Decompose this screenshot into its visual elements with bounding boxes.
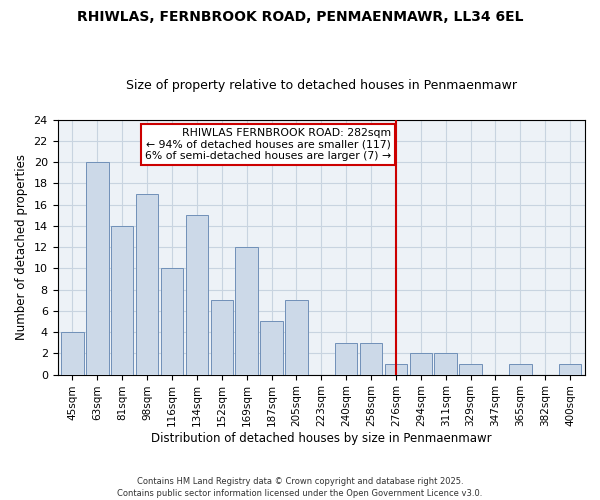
Text: Contains HM Land Registry data © Crown copyright and database right 2025.
Contai: Contains HM Land Registry data © Crown c…	[118, 476, 482, 498]
Bar	[410, 354, 432, 374]
Bar	[559, 364, 581, 374]
Bar	[185, 215, 208, 374]
X-axis label: Distribution of detached houses by size in Penmaenmawr: Distribution of detached houses by size …	[151, 432, 491, 445]
Text: RHIWLAS, FERNBROOK ROAD, PENMAENMAWR, LL34 6EL: RHIWLAS, FERNBROOK ROAD, PENMAENMAWR, LL…	[77, 10, 523, 24]
Bar	[136, 194, 158, 374]
Bar	[235, 247, 258, 374]
Bar	[86, 162, 109, 374]
Bar	[111, 226, 133, 374]
Bar	[360, 342, 382, 374]
Bar	[260, 322, 283, 374]
Bar	[509, 364, 532, 374]
Title: Size of property relative to detached houses in Penmaenmawr: Size of property relative to detached ho…	[126, 79, 517, 92]
Y-axis label: Number of detached properties: Number of detached properties	[15, 154, 28, 340]
Bar	[161, 268, 183, 374]
Bar	[285, 300, 308, 374]
Bar	[460, 364, 482, 374]
Bar	[211, 300, 233, 374]
Text: RHIWLAS FERNBROOK ROAD: 282sqm
← 94% of detached houses are smaller (117)
6% of : RHIWLAS FERNBROOK ROAD: 282sqm ← 94% of …	[145, 128, 391, 162]
Bar	[434, 354, 457, 374]
Bar	[335, 342, 358, 374]
Bar	[385, 364, 407, 374]
Bar	[61, 332, 83, 374]
